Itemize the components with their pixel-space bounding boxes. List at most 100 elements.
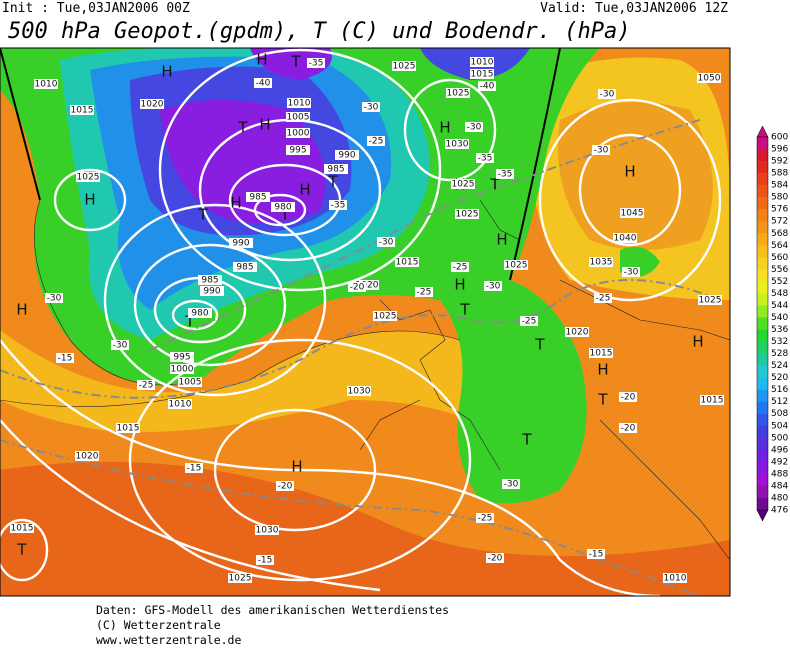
pressure-center: T [16, 541, 27, 559]
isobar-label: 1025 [229, 574, 252, 584]
pressure-center: T [521, 431, 532, 449]
colorbar-band [757, 173, 768, 186]
isobar-label-bg [178, 377, 202, 387]
pressure-center: H [496, 231, 507, 249]
colorbar-label: 476 [771, 506, 788, 516]
footer-line: www.wetterzentrale.de [96, 633, 241, 647]
temperature-label: -15 [589, 550, 604, 560]
isobar-label: 1015 [471, 70, 494, 80]
isobar-label-bg [170, 352, 194, 362]
temperature-label-bg [329, 200, 347, 210]
temperature-label: -25 [139, 381, 154, 391]
isobar-label: 1015 [701, 396, 724, 406]
temperature-label: -30 [467, 123, 482, 133]
colorbar-band [757, 137, 768, 150]
temperature-label: -30 [504, 480, 519, 490]
colorbar-band [757, 185, 768, 198]
temperature-label: -20 [278, 482, 293, 492]
isobar-label: 985 [327, 165, 344, 175]
colorbar-label: 596 [771, 145, 788, 155]
isobar-label-bg [246, 192, 270, 202]
isobar-label-bg [286, 128, 310, 138]
isobar-label-bg [347, 386, 371, 396]
isobar-label-bg [565, 327, 589, 337]
isobar-label-bg [287, 98, 311, 108]
colorbar-label: 528 [771, 349, 788, 359]
colorbar-label: 504 [771, 421, 788, 431]
footer-line: (C) Wetterzentrale [96, 618, 221, 632]
temperature-label: -25 [478, 514, 493, 524]
map-title: 500 hPa Geopot.(gpdm), T (C) und Bodendr… [8, 19, 631, 44]
isobar-label-bg [373, 311, 397, 321]
colorbar-label: 548 [771, 289, 788, 299]
isobar-label-bg [140, 99, 164, 109]
isobar-label: 1020 [76, 452, 99, 462]
colorbar-label: 532 [771, 337, 788, 347]
isobar-label-bg [200, 286, 224, 296]
temperature-label: -15 [58, 354, 73, 364]
isobar-label: 1025 [452, 180, 475, 190]
isobar-label: 1000 [171, 365, 194, 375]
colorbar-band [757, 317, 768, 330]
isobar-label-bg [335, 150, 359, 160]
temperature-label-bg [598, 89, 616, 99]
pressure-center: H [299, 181, 310, 199]
temperature-label: -30 [47, 294, 62, 304]
pressure-center: T [459, 301, 470, 319]
temperature-label-bg [362, 102, 380, 112]
pressure-center: H [256, 51, 267, 69]
isobar-label: 1025 [374, 312, 397, 322]
isobar-label: 1020 [141, 100, 164, 110]
isobar-label-bg [76, 172, 100, 182]
map-labels: HHTHTHHHTHTHTTHHHTTHTTHHTTH1010101510201… [10, 51, 724, 584]
colorbar-band [757, 485, 768, 499]
temperature-label: -20 [350, 283, 365, 293]
isobar-label-bg [663, 573, 687, 583]
colorbar-band [757, 257, 768, 270]
isobar-label: 985 [236, 263, 253, 273]
temperature-label-bg [520, 316, 538, 326]
isobar-label-bg [395, 257, 419, 267]
colorbar-label: 516 [771, 385, 788, 395]
colorbar-label: 520 [771, 373, 788, 383]
temperature-label: -35 [331, 201, 346, 211]
colorbar-label: 524 [771, 361, 788, 371]
temperature-label: -25 [369, 137, 384, 147]
temperature-label-bg [465, 122, 483, 132]
temperature-label: -30 [113, 341, 128, 351]
isobar-label: 1005 [287, 113, 310, 123]
isobar-label-bg [451, 179, 475, 189]
colorbar-label: 480 [771, 493, 788, 503]
isobar-label: 990 [232, 239, 249, 249]
isobar-label: 1025 [456, 210, 479, 220]
isobar-label-bg [168, 399, 192, 409]
temperature-label: -30 [624, 268, 639, 278]
isobar-label-bg [446, 88, 470, 98]
isobar-label: 1030 [256, 526, 279, 536]
colorbar-band [757, 293, 768, 306]
colorbar-label: 600 [771, 133, 788, 143]
isobar-label: 990 [203, 287, 220, 297]
colorbar-band [757, 305, 768, 318]
pressure-center: H [161, 63, 172, 81]
init-time: Init : Tue,03JAN2006 00Z [2, 1, 190, 16]
temperature-label-bg [451, 262, 469, 272]
pressure-center: T [597, 391, 608, 409]
temperature-label-bg [276, 481, 294, 491]
pressure-center: T [237, 119, 248, 137]
pressure-center: T [279, 206, 290, 224]
isobar-label: 980 [274, 203, 291, 213]
colorbar-label: 492 [771, 457, 788, 467]
pressure-center: T [327, 173, 338, 191]
isobar-label-bg [229, 238, 253, 248]
temperature-label-bg [496, 169, 514, 179]
colorbar-band [757, 401, 768, 415]
temperature-label-bg [502, 479, 520, 489]
isobar-label-bg [188, 308, 212, 318]
pressure-center: H [84, 191, 95, 209]
colorbar-band [757, 269, 768, 282]
colorbar-label: 496 [771, 445, 788, 455]
colorbar-label: 576 [771, 205, 788, 215]
valid-time: Valid: Tue,03JAN2006 12Z [540, 1, 728, 16]
colorbar-label: 560 [771, 253, 788, 263]
